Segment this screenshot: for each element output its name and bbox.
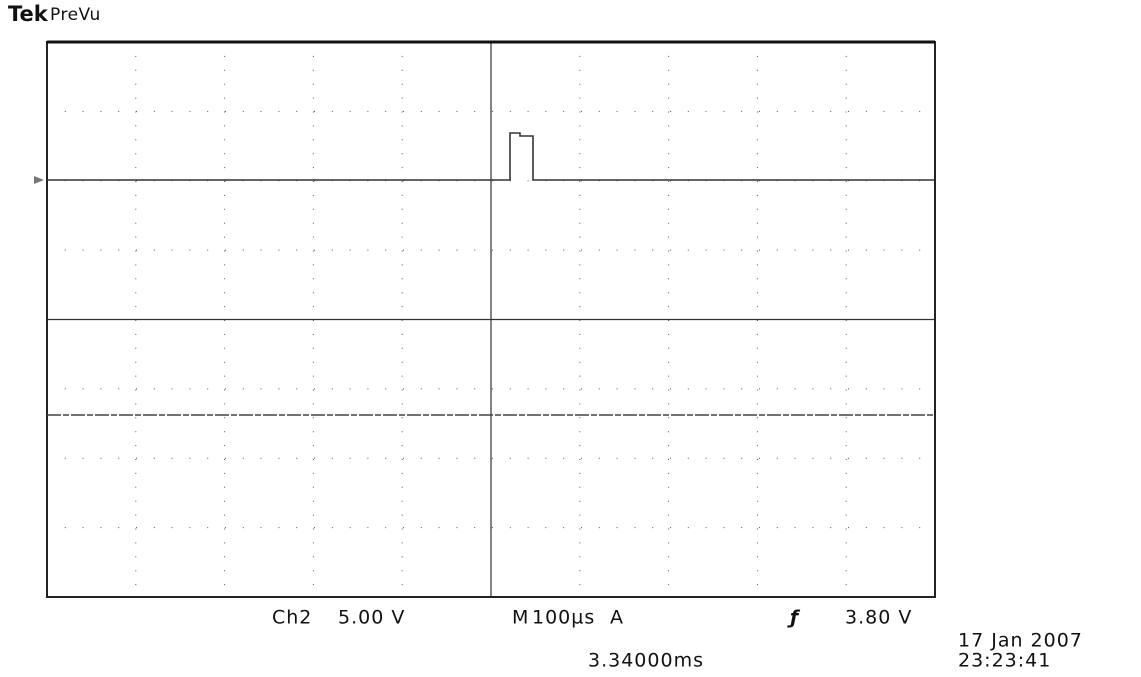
horizontal-position: 3.34000ms xyxy=(588,650,704,672)
channel-label: Ch2 xyxy=(272,607,312,629)
time: 23:23:41 xyxy=(958,650,1051,672)
volts-per-div: 5.00 V xyxy=(338,607,405,629)
date: 17 Jan 2007 xyxy=(958,630,1083,652)
graticule xyxy=(47,42,935,597)
time-per-div: 100µs xyxy=(532,607,595,629)
trigger-level: 3.80 V xyxy=(845,607,912,629)
acquisition-mode: PreVu xyxy=(50,5,101,25)
scope-screen: Tek PreVu Ch2 5.00 V M 100µs A ƒ 3.80 V … xyxy=(0,0,1141,677)
brand: Tek xyxy=(8,2,49,26)
trigger-slope: ƒ xyxy=(787,607,801,629)
display: Tek PreVu Ch2 5.00 V M 100µs A ƒ 3.80 V … xyxy=(0,0,1141,677)
time-label: M xyxy=(512,607,529,629)
channel-marker xyxy=(34,176,44,184)
trigger-label: A xyxy=(610,607,624,629)
